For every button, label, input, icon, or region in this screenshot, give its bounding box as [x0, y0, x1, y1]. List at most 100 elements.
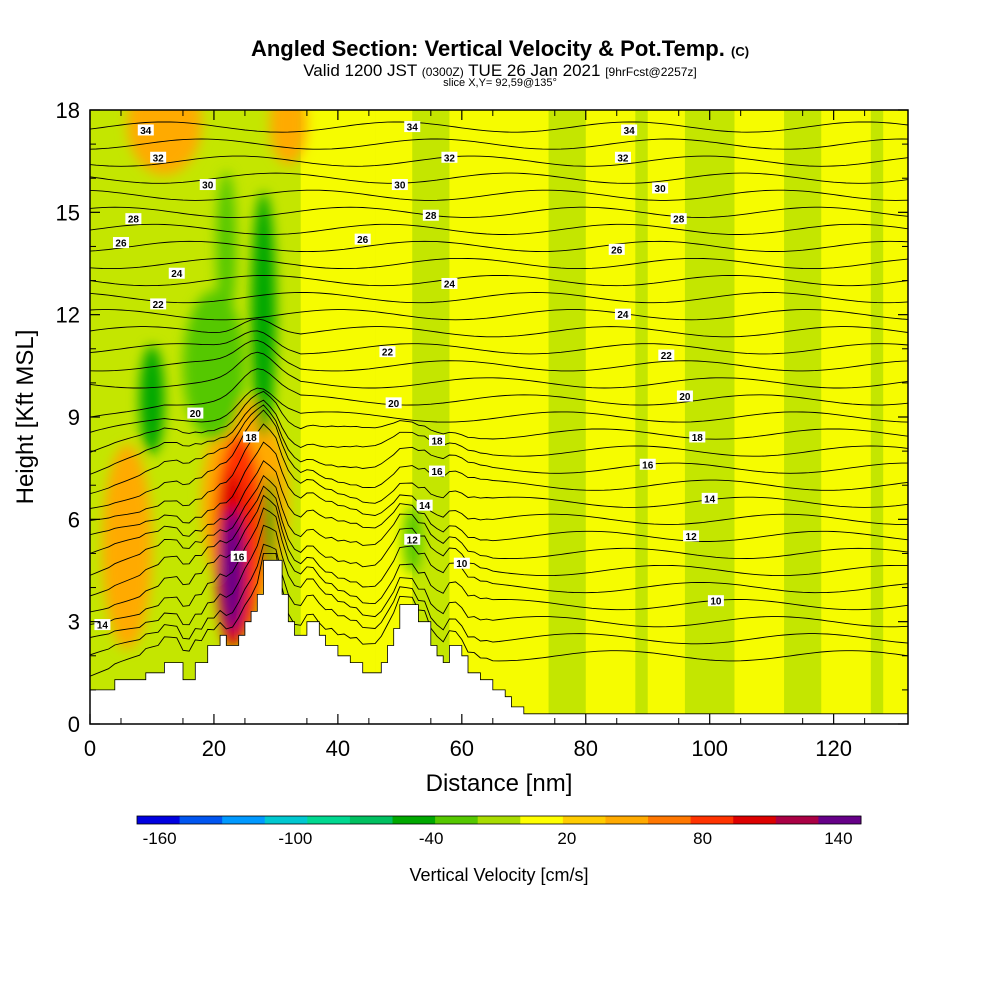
- x-tick-label: 40: [326, 736, 350, 761]
- isentrope-label: 20: [679, 392, 691, 403]
- isentrope-label-bg: [441, 277, 458, 289]
- isentrope-label: 34: [407, 123, 419, 134]
- isentrope-line: [90, 274, 908, 287]
- isentrope-line: [90, 138, 908, 150]
- x-tick-label: 80: [574, 736, 598, 761]
- isentrope-line: [90, 409, 908, 509]
- isentrope-label: 18: [246, 433, 258, 444]
- isentrope-label: 22: [153, 300, 165, 311]
- isentrope-label-bg: [125, 213, 142, 225]
- isentrope-label-bg: [391, 179, 408, 191]
- isentrope-label-bg: [707, 595, 724, 607]
- isentrope-label-bg: [670, 213, 687, 225]
- isentrope-label: 26: [115, 239, 127, 250]
- y-tick-label: 12: [56, 303, 80, 328]
- isentrope-line: [90, 339, 908, 372]
- isentrope-label: 26: [357, 235, 369, 246]
- colorbar-segment: [775, 816, 819, 824]
- colorbar-segment: [733, 816, 777, 824]
- isentrope-line: [90, 494, 908, 613]
- isentrope-line: [90, 507, 908, 625]
- isentrope-label: 28: [425, 211, 437, 222]
- isentrope-label-bg: [199, 179, 216, 191]
- isentrope-line: [90, 387, 908, 433]
- isentrope-label-bg: [614, 151, 631, 163]
- isentrope-label: 12: [686, 532, 698, 543]
- x-tick-label: 60: [450, 736, 474, 761]
- forecast-info: [9hrFcst@2257z]: [605, 65, 697, 79]
- isentrope-label-bg: [379, 346, 396, 358]
- isentrope-line: [90, 441, 908, 536]
- isentrope-label-bg: [441, 151, 458, 163]
- isentrope-line: [90, 485, 908, 597]
- isentrope-label: 16: [431, 467, 443, 478]
- colorbar-segment: [264, 816, 308, 824]
- colorbar-segment: [562, 816, 606, 824]
- isentrope-label: 20: [388, 399, 400, 410]
- isentrope-line: [90, 404, 908, 495]
- isentrope-label-bg: [385, 397, 402, 409]
- colorbar-tick-label: 80: [693, 829, 712, 848]
- isentrope-label: 16: [233, 552, 245, 563]
- colorbar-frame: [136, 815, 862, 825]
- colorbar-tick-label: 140: [824, 829, 852, 848]
- colorbar-segment: [477, 816, 521, 824]
- isentrope-label: 32: [153, 153, 165, 164]
- isentrope-label-bg: [168, 267, 185, 279]
- colorbar-tick-label: -160: [143, 829, 177, 848]
- isentrope-line: [90, 172, 908, 184]
- colorbar-segment: [137, 816, 181, 824]
- isentrope-label-bg: [621, 124, 638, 136]
- x-axis-title: Distance [nm]: [426, 770, 573, 797]
- terrain-profile: [90, 559, 908, 724]
- isentrope-line: [90, 368, 908, 418]
- isentrope-label: 24: [444, 279, 456, 290]
- y-tick-label: 3: [68, 610, 80, 635]
- isentrope-line: [90, 552, 908, 677]
- isentrope-line: [90, 318, 908, 338]
- isentrope-line: [90, 330, 908, 355]
- isentrope-label-bg: [354, 233, 371, 245]
- colorbar-segment: [307, 816, 351, 824]
- isentrope-label-bg: [150, 298, 167, 310]
- isentrope-line: [90, 460, 908, 554]
- isentrope-line: [90, 240, 908, 253]
- velocity-band: [821, 110, 871, 724]
- isentrope-line: [90, 189, 908, 201]
- valid-prefix: Valid 1200 JST: [303, 61, 417, 80]
- colorbar-segment: [392, 816, 436, 824]
- colorbar-segment: [818, 816, 862, 824]
- isentrope-label: 22: [661, 351, 673, 362]
- colorbar-segment: [349, 816, 394, 824]
- chart-title-text: Angled Section: Vertical Velocity & Pot.…: [250, 36, 725, 61]
- velocity-cell: [263, 474, 276, 578]
- slice-info: slice X,Y= 92,59@135°: [443, 77, 557, 89]
- isentrope-line: [90, 351, 908, 389]
- colorbar-tick-label: -100: [278, 829, 312, 848]
- isentrope-label-bg: [422, 209, 439, 221]
- x-tick-label: 20: [202, 736, 226, 761]
- isentrope-label: 34: [624, 126, 636, 137]
- isentrope-label-bg: [608, 243, 625, 255]
- colorbar-segment: [179, 816, 223, 824]
- isentrope-line: [90, 390, 908, 453]
- velocity-band: [449, 110, 499, 724]
- velocity-cell: [139, 345, 165, 455]
- colorbar-tick-label: 20: [557, 829, 576, 848]
- isentrope-label-bg: [94, 619, 111, 631]
- isentrope-line: [90, 206, 908, 218]
- isentrope-label: 10: [710, 597, 722, 608]
- isentrope-label: 24: [171, 269, 183, 280]
- colorbar-tick-label: -40: [419, 829, 444, 848]
- isentrope-label: 20: [190, 409, 202, 420]
- isentrope-label: 14: [419, 501, 431, 512]
- colorbar-segment: [690, 816, 734, 824]
- isentrope-label-bg: [137, 124, 154, 136]
- velocity-cell: [182, 290, 245, 441]
- isentrope-label: 14: [704, 494, 716, 505]
- isentrope-label-bg: [230, 550, 247, 562]
- velocity-cell: [216, 171, 237, 322]
- isentrope-line: [90, 292, 908, 304]
- isentrope-label: 28: [128, 215, 140, 226]
- colorbar-segment: [435, 816, 479, 824]
